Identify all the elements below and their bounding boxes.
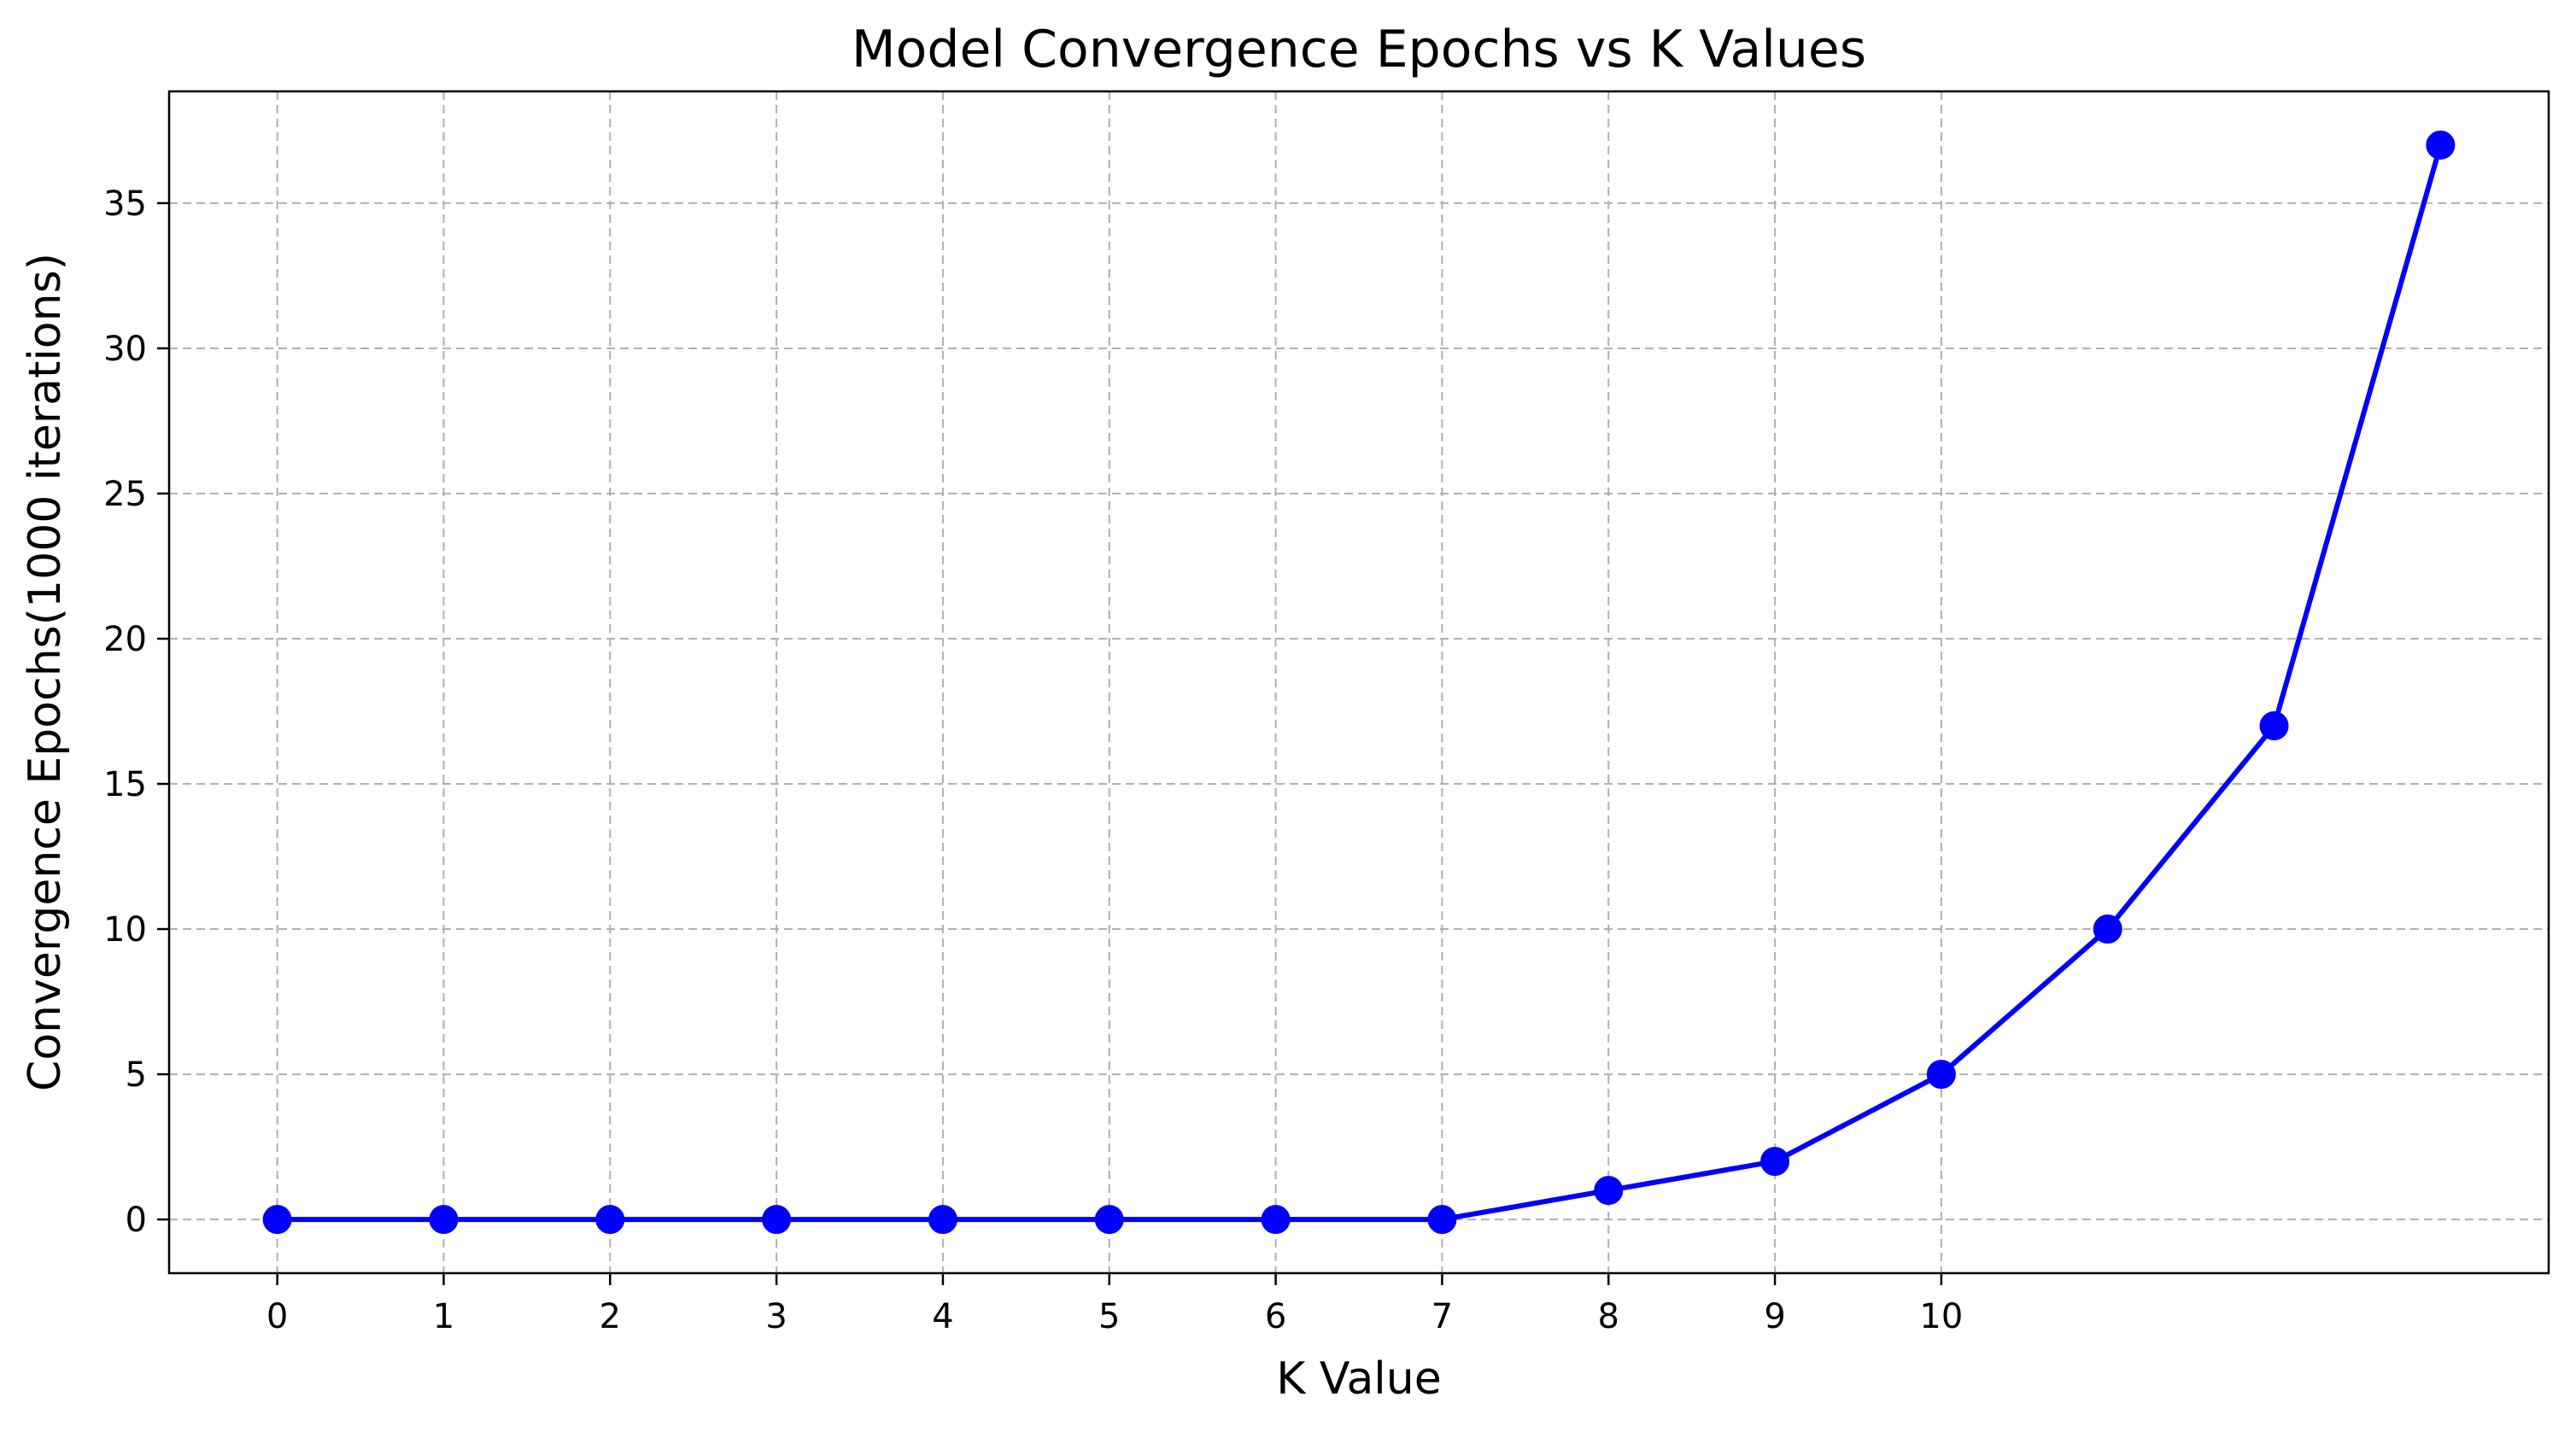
y-tick-label: 10 bbox=[103, 910, 147, 950]
x-tick-label: 6 bbox=[1265, 1297, 1286, 1336]
data-series bbox=[262, 130, 2456, 1235]
data-point bbox=[1760, 1147, 1790, 1177]
x-tick-label: 0 bbox=[266, 1297, 288, 1336]
data-point bbox=[1094, 1205, 1124, 1235]
x-axis-label: K Value bbox=[1276, 1353, 1441, 1405]
series-line bbox=[277, 144, 2444, 1223]
data-point bbox=[1261, 1205, 1291, 1235]
x-tick-label: 2 bbox=[600, 1297, 621, 1336]
y-tick-label: 5 bbox=[126, 1055, 147, 1095]
y-axis-label: Convergence Epochs(1000 iterations) bbox=[20, 253, 71, 1091]
y-tick-label: 15 bbox=[103, 765, 147, 804]
data-point bbox=[928, 1205, 957, 1235]
tick-labels: 0 1 2 3 4 5 6 7 8 9 10 0 5 10 15 20 25 30 35 bbox=[103, 184, 1963, 1336]
x-tick-label: 8 bbox=[1598, 1297, 1619, 1336]
y-tick-label: 25 bbox=[103, 475, 147, 514]
x-tick-label: 7 bbox=[1431, 1297, 1453, 1336]
data-point bbox=[1594, 1176, 1624, 1206]
y-tick-label: 30 bbox=[103, 330, 147, 369]
axes bbox=[157, 90, 2550, 1285]
data-point bbox=[2426, 130, 2456, 160]
data-point bbox=[2259, 711, 2289, 741]
x-tick-label: 5 bbox=[1098, 1297, 1120, 1336]
data-point bbox=[1926, 1060, 1956, 1090]
data-point bbox=[2093, 915, 2122, 944]
data-point bbox=[429, 1205, 459, 1235]
x-tick-label: 1 bbox=[433, 1297, 454, 1336]
x-tick-label: 3 bbox=[765, 1297, 787, 1336]
y-tick-label: 0 bbox=[126, 1201, 147, 1240]
y-tick-label: 20 bbox=[103, 620, 147, 659]
chart-title: Model Convergence Epochs vs K Values bbox=[852, 20, 1866, 79]
data-point bbox=[762, 1205, 792, 1235]
data-point bbox=[595, 1205, 625, 1235]
plot-frame bbox=[167, 90, 2550, 1275]
data-point bbox=[262, 1205, 292, 1235]
data-point bbox=[1427, 1205, 1457, 1235]
x-tick-label: 9 bbox=[1764, 1297, 1785, 1336]
y-tick-label: 35 bbox=[103, 184, 147, 224]
x-tick-label: 10 bbox=[1919, 1297, 1963, 1336]
x-tick-label: 4 bbox=[932, 1297, 953, 1336]
grid bbox=[169, 91, 2549, 1273]
